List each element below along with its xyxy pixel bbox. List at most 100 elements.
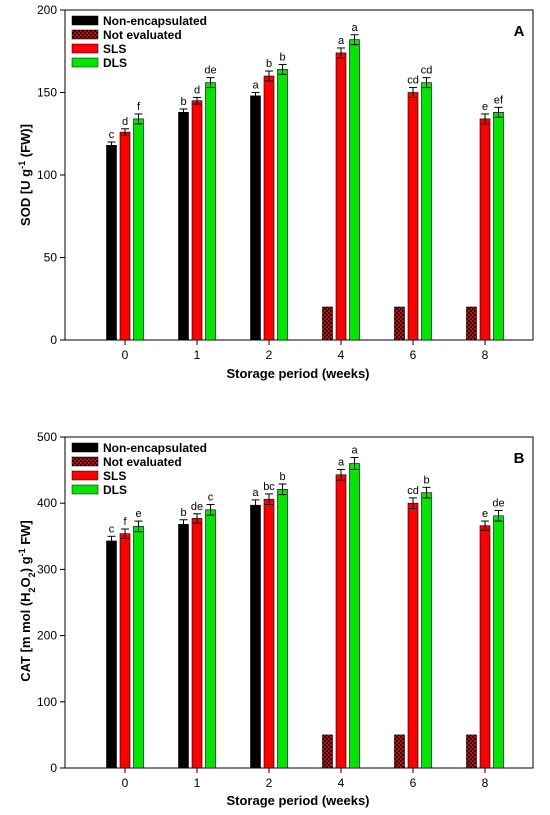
bar-dls: [277, 69, 288, 341]
legend-label: Non-encapsulated: [103, 14, 207, 28]
significance-letter: b: [266, 58, 272, 70]
legend-label: Not evaluated: [103, 28, 182, 42]
legend-swatch-dls: [71, 484, 99, 495]
bar-dls: [493, 515, 504, 769]
significance-letter: ef: [494, 94, 504, 106]
legend-swatch-not-evaluated: [71, 29, 99, 40]
x-tick-label: 6: [410, 776, 417, 790]
significance-letter: a: [252, 487, 259, 499]
x-tick-label: 8: [482, 776, 489, 790]
bar-sls: [335, 52, 347, 341]
bar-sls: [335, 474, 347, 769]
bar-dls: [277, 488, 288, 769]
chart-panel-cat: CAT [m mol (H2O2) g-1 FW] Storage period…: [17, 430, 534, 808]
y-tick-label: 500: [37, 430, 57, 444]
x-tick-label: 1: [194, 776, 201, 790]
significance-letter: b: [180, 507, 186, 519]
bar-non-encapsulated: [178, 112, 189, 341]
panel-label: A: [514, 23, 525, 40]
bar-not-evaluated: [466, 734, 477, 769]
plot-frame: [64, 436, 534, 769]
significance-letter: f: [123, 516, 127, 528]
y-tick-label: 200: [37, 3, 57, 17]
bar-non-encapsulated: [106, 540, 117, 769]
legend-label: Non-encapsulated: [103, 441, 207, 455]
legend-swatch-sls: [71, 470, 99, 481]
legend-swatch-non-encapsulated: [71, 442, 99, 453]
y-tick-label: 200: [37, 629, 57, 643]
x-axis-title: Storage period (weeks): [226, 366, 369, 381]
significance-letter: d: [122, 116, 128, 128]
significance-letter: b: [423, 474, 429, 486]
x-tick-label: 6: [410, 348, 417, 362]
bar-not-evaluated: [322, 306, 333, 341]
significance-letter: de: [492, 497, 504, 509]
bar-sls: [407, 502, 419, 769]
bar-sls: [479, 525, 491, 769]
x-tick-label: 8: [482, 348, 489, 362]
significance-letter: a: [338, 456, 345, 468]
bar-sls: [191, 518, 203, 769]
y-tick-label: 300: [37, 562, 57, 576]
bar-non-encapsulated: [250, 95, 261, 341]
x-tick-label: 0: [122, 348, 129, 362]
y-tick-label: 0: [50, 333, 57, 347]
x-tick-label: 1: [194, 348, 201, 362]
bar-sls: [263, 498, 275, 769]
y-tick-label: 400: [37, 496, 57, 510]
significance-letter: de: [204, 65, 216, 77]
significance-letter: a: [252, 80, 259, 92]
legend-label: Not evaluated: [103, 455, 182, 469]
legend-swatch-non-encapsulated: [71, 15, 99, 26]
bar-dls: [133, 526, 144, 769]
bar-sls: [119, 533, 131, 769]
y-tick-label: 100: [37, 168, 57, 182]
panel-label: B: [514, 450, 525, 467]
significance-letter: c: [109, 523, 115, 535]
bar-not-evaluated: [394, 734, 405, 769]
y-tick-label: 100: [37, 695, 57, 709]
chart-panel-sod: SOD [U g-1 (FW)] Storage period (weeks) …: [17, 3, 534, 381]
significance-letter: a: [351, 445, 358, 457]
bar-sls: [191, 100, 203, 341]
legend-label: DLS: [103, 56, 127, 70]
y-axis-title: SOD [U g-1 (FW)]: [17, 124, 33, 226]
significance-letter: bc: [263, 481, 275, 493]
bar-dls: [493, 112, 504, 341]
legend-label: SLS: [103, 42, 126, 56]
bar-dls: [133, 118, 144, 341]
bar-dls: [421, 82, 432, 341]
x-tick-label: 4: [338, 348, 345, 362]
significance-letter: cd: [421, 65, 433, 77]
significance-letter: b: [180, 96, 186, 108]
significance-letter: b: [279, 471, 285, 483]
legend-label: DLS: [103, 483, 127, 497]
x-tick-label: 0: [122, 776, 129, 790]
bar-sls: [479, 118, 491, 341]
bar-dls: [349, 39, 360, 341]
bar-dls: [349, 463, 360, 769]
bar-non-encapsulated: [250, 504, 261, 769]
bar-non-encapsulated: [106, 145, 117, 341]
significance-letter: a: [338, 35, 345, 47]
bar-dls: [205, 82, 216, 341]
significance-letter: e: [482, 101, 488, 113]
significance-letter: cd: [407, 75, 419, 87]
y-tick-label: 50: [44, 251, 58, 265]
y-tick-label: 150: [37, 86, 57, 100]
bar-sls: [263, 75, 275, 341]
x-axis-title: Storage period (weeks): [226, 793, 369, 808]
x-tick-label: 2: [266, 348, 273, 362]
significance-letter: e: [135, 508, 141, 520]
significance-letter: de: [191, 501, 203, 513]
legend-label: SLS: [103, 469, 126, 483]
significance-letter: d: [194, 84, 200, 96]
bar-sls: [119, 131, 131, 341]
bar-non-encapsulated: [178, 524, 189, 769]
significance-letter: c: [109, 129, 115, 141]
x-tick-label: 4: [338, 776, 345, 790]
bar-dls: [205, 509, 216, 769]
significance-letter: a: [351, 22, 358, 34]
